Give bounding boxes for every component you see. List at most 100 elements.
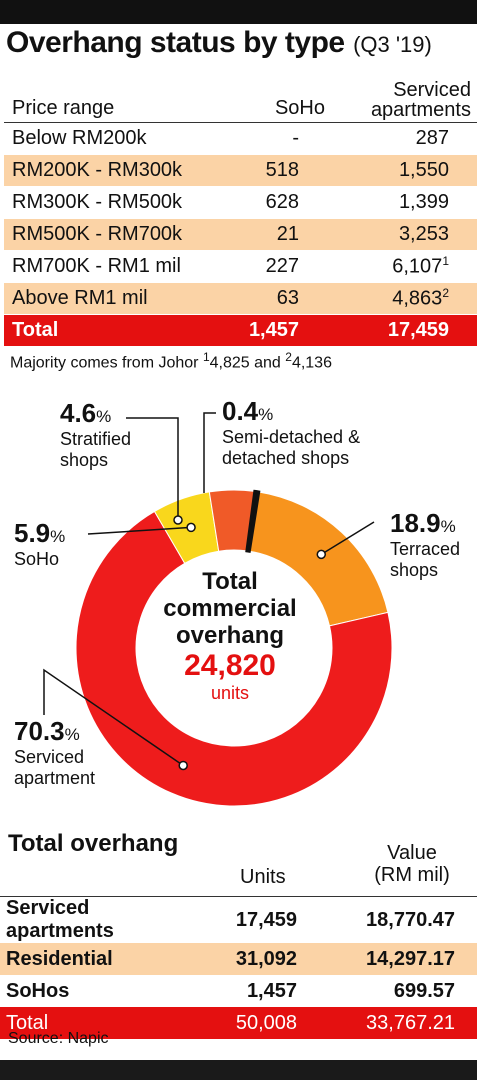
leader-soho	[87, 526, 192, 535]
pct-sign: %	[258, 405, 274, 424]
footnote-marker: 2	[442, 285, 449, 300]
row-soho: 63	[233, 282, 333, 315]
label-soho: SoHo	[14, 549, 60, 569]
header-value: Value (RM mil)	[362, 842, 462, 886]
footnote-sup-2: 2	[285, 350, 292, 364]
table-total-row: Total 50,008 33,767.21	[0, 1007, 477, 1039]
table-total-row: Total 1,457 17,459	[4, 314, 477, 347]
callout-soho: 5.9% SoHo	[14, 518, 65, 570]
row-value: 699.57	[393, 979, 455, 1002]
row-range: RM200K - RM300k	[4, 154, 233, 187]
leader-dot-soho	[186, 522, 196, 533]
bottom-bar	[0, 1060, 477, 1080]
donut-center: Total commercial overhang 24,820 units	[130, 568, 330, 703]
pct-serviced: 70.3	[14, 716, 65, 746]
row-units: 1,457	[246, 979, 297, 1002]
footnote-value-2: 4,136	[291, 354, 332, 372]
center-unit: units	[210, 683, 250, 703]
title-main: Overhang status by type	[6, 26, 345, 59]
leader-semi	[203, 412, 216, 493]
label-stratified-2: shops	[60, 450, 109, 470]
header-value-line2: (RM mil)	[374, 864, 450, 886]
center-line-3: overhang	[175, 622, 285, 649]
header-value-line1: Value	[387, 842, 437, 864]
table-row: RM300K - RM500k 628 1,399	[4, 186, 477, 219]
table-row: Below RM200k - 287	[4, 122, 477, 155]
pct-sign: %	[440, 517, 456, 536]
pct-sign: %	[50, 527, 66, 546]
row-soho: -	[233, 122, 333, 155]
footnote: Majority comes from Johor 14,825 and 24,…	[10, 350, 332, 372]
row-units: 31,092	[187, 943, 305, 975]
slice-semi	[245, 489, 261, 553]
row-serviced: 1,550	[333, 154, 477, 187]
row-serviced: 287	[333, 122, 477, 155]
total-units: 50,008	[187, 1007, 305, 1039]
table-row: Above RM1 mil 63 4,8632	[4, 282, 477, 315]
row-units: 17,459	[235, 908, 297, 931]
row-value: 14,297.17	[305, 943, 477, 975]
callout-terraced: 18.9% Terraced shops	[390, 508, 460, 581]
total-overhang-title: Total overhang	[8, 830, 179, 857]
pct-sign: %	[96, 407, 112, 426]
center-line-1: Total	[202, 568, 258, 595]
top-bar	[0, 0, 477, 24]
pct-soho: 5.9	[14, 518, 51, 548]
total-label: Total	[4, 314, 233, 347]
row-value: 18,770.47	[366, 908, 455, 931]
leader-dot-terraced	[316, 549, 327, 560]
row-soho: 227	[233, 250, 333, 283]
callout-semi: 0.4% Semi-detached & detached shops	[222, 396, 360, 469]
row-serviced: 4,8632	[333, 282, 477, 315]
center-line-2: commercial	[163, 595, 297, 622]
row-label: SoHos	[6, 979, 70, 1002]
table-header-row: Price range SoHo Serviced apartments	[4, 66, 477, 122]
row-label: Residential	[0, 943, 187, 975]
callout-stratified: 4.6% Stratified shops	[60, 398, 131, 471]
table-row: RM200K - RM300k 518 1,550	[4, 154, 477, 187]
row-range: RM700K - RM1 mil	[4, 250, 233, 283]
label-serviced-1: Serviced	[14, 747, 85, 767]
donut-chart	[43, 412, 393, 807]
label-serviced-2: apartment	[14, 768, 96, 788]
price-range-table: Price range SoHo Serviced apartments Bel…	[4, 66, 477, 347]
row-serviced: 3,253	[333, 218, 477, 251]
row-label: Serviced apartments	[6, 897, 114, 942]
center-number: 24,820	[184, 649, 276, 682]
row-soho: 21	[233, 218, 333, 251]
footnote-sup-1: 1	[202, 350, 210, 364]
table-row: Residential 31,092 14,297.17	[0, 943, 477, 975]
row-serviced-value: 6,107	[392, 255, 443, 278]
total-overhang-table: Serviced apartments 17,459 18,770.47 Res…	[0, 896, 477, 1039]
row-serviced: 6,1071	[333, 250, 477, 283]
table-row: Serviced apartments 17,459 18,770.47	[0, 897, 477, 944]
row-serviced: 1,399	[333, 186, 477, 219]
table-row: SoHos 1,457 699.57	[0, 975, 477, 1007]
table-row: RM500K - RM700k 21 3,253	[4, 218, 477, 251]
pct-semi: 0.4	[222, 396, 259, 426]
row-range: RM500K - RM700k	[4, 218, 233, 251]
header-units: Units	[240, 866, 286, 888]
label-terraced-2: shops	[390, 560, 439, 580]
header-soho: SoHo	[274, 96, 325, 119]
leader-terraced	[320, 521, 375, 556]
label-semi-2: detached shops	[222, 448, 350, 468]
header-serviced: Serviced apartments	[333, 66, 477, 122]
label-terraced-1: Terraced	[390, 539, 461, 559]
leader-dot-stratified	[173, 515, 183, 525]
leader-serviced	[43, 668, 184, 767]
title-sub: (Q3 '19)	[353, 32, 432, 57]
footnote-text: Majority comes from Johor	[10, 354, 203, 372]
slice-serviced	[75, 510, 393, 807]
total-serviced: 17,459	[333, 314, 477, 347]
row-range: Above RM1 mil	[4, 282, 233, 315]
header-serviced-line2: apartments	[370, 98, 471, 121]
page-title: Overhang status by type (Q3 '19)	[6, 26, 432, 66]
header-serviced-line1: Serviced	[393, 78, 471, 101]
total-soho: 1,457	[233, 314, 333, 347]
row-soho: 518	[233, 154, 333, 187]
leader-dot-serviced	[178, 760, 188, 771]
row-soho: 628	[233, 186, 333, 219]
label-semi-1: Semi-detached &	[222, 427, 361, 447]
footnote-value-1: 4,825 and	[209, 354, 286, 372]
